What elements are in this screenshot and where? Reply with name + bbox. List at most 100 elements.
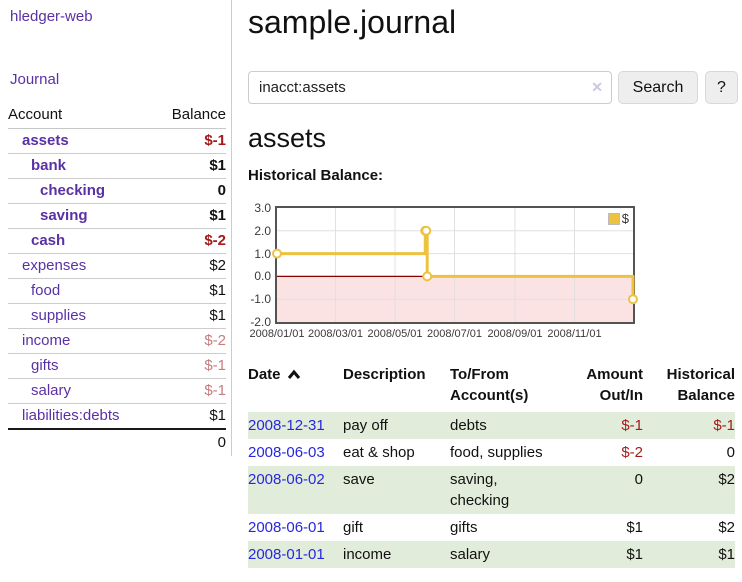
chart-title: Historical Balance: (248, 167, 384, 184)
register-cell-date: 2008-06-03 (248, 439, 343, 466)
x-axis-tick-label: 2008/11/01 (547, 328, 602, 340)
sidebar-account-link-salary[interactable]: salary (31, 382, 72, 399)
register-header-accounts: To/From Account(s) (450, 366, 529, 404)
register-header-date-label: Date (248, 366, 281, 383)
register-cell-accounts: debts (450, 417, 487, 434)
y-axis-tick-label: -2.0 (250, 315, 271, 329)
account-balance: $-1 (154, 378, 226, 404)
search-button[interactable]: Search (618, 71, 698, 104)
register-cell-description: save (343, 471, 375, 488)
transaction-date-link[interactable]: 2008-01-01 (248, 546, 325, 563)
account-balance: $-1 (204, 132, 226, 149)
register-cell-date: 2008-01-01 (248, 541, 343, 568)
register-cell-amount: $-2 (621, 444, 643, 461)
transaction-date-link[interactable]: 2008-06-03 (248, 444, 325, 461)
register-cell-amount: $1 (626, 546, 643, 563)
x-axis-tick-label: 2008/05/01 (367, 328, 423, 340)
sidebar-account-link-supplies[interactable]: supplies (31, 307, 87, 324)
legend-swatch (607, 212, 620, 225)
account-row: cash $-2 (8, 228, 226, 254)
register-cell-balance: $2 (718, 471, 735, 488)
register-row: 2008-06-03 eat & shop food, supplies $-2 0 (248, 439, 735, 466)
register-header-amount: Amount Out/In (586, 366, 643, 404)
sidebar-account-link-expenses[interactable]: expenses (22, 257, 87, 274)
account-row: gifts $-1 (8, 353, 226, 379)
register-cell-date: 2008-12-31 (248, 412, 343, 439)
account-row: liabilities:debts $1 (8, 403, 226, 429)
account-row: assets $-1 (8, 129, 226, 154)
x-axis-tick-label: 2008/03/01 (307, 328, 364, 340)
y-axis-tick-label: 1.0 (254, 246, 271, 261)
sidebar: hledger-web Journal Account Balance asse… (0, 0, 232, 456)
account-balance: $-1 (154, 353, 226, 379)
account-row: supplies $1 (8, 303, 226, 329)
accounts-total-value: 0 (154, 428, 226, 455)
register-cell-amount: $1 (626, 519, 643, 536)
account-balance: 0 (154, 178, 226, 204)
main-content: sample.journal ✕ Search ? assets Histori… (233, 0, 742, 582)
sidebar-account-link-assets[interactable]: assets (22, 132, 69, 149)
transaction-date-link[interactable]: 2008-06-01 (248, 519, 325, 536)
search-input[interactable] (248, 71, 612, 104)
x-axis-tick-label: 2008/09/01 (487, 328, 543, 340)
app-brand-link[interactable]: hledger-web (10, 8, 93, 25)
sidebar-account-link-income[interactable]: income (22, 332, 71, 349)
sidebar-account-link-food[interactable]: food (31, 282, 61, 299)
account-balance: $1 (154, 153, 226, 179)
data-point-marker (272, 248, 282, 259)
register-cell-description: gift (343, 519, 364, 536)
register-cell-date: 2008-06-01 (248, 514, 343, 541)
balance-chart: $3.0 2.0 1.0 0.0 -1.0 -2.0 2008/01/01 2008/03/0… (245, 200, 725, 345)
accounts-total-row: 0 (8, 428, 226, 455)
account-balance: $-2 (154, 328, 226, 354)
transaction-date-link[interactable]: 2008-12-31 (248, 417, 325, 434)
y-axis-tick-label: 3.0 (254, 201, 271, 215)
accounts-table: Account Balance assets $-1 bank $1 checking 0… (8, 103, 226, 455)
y-axis-tick-label: 2.0 (254, 223, 271, 238)
register-cell-date: 2008-06-02 (248, 466, 343, 514)
register-cell-description: income (343, 546, 392, 563)
account-row: food $1 (8, 278, 226, 304)
search-form: ✕ (248, 71, 612, 104)
register-cell-balance: $2 (718, 519, 735, 536)
accounts-header-account: Account (8, 103, 155, 129)
register-cell-balance: $1 (718, 546, 735, 563)
account-balance: $1 (154, 403, 226, 429)
clear-search-icon[interactable]: ✕ (591, 79, 603, 95)
sort-ascending-icon (287, 369, 300, 379)
data-point-marker (628, 294, 638, 305)
balance-chart-svg (272, 208, 638, 322)
sidebar-account-link-gifts[interactable]: gifts (31, 357, 59, 374)
register-cell-amount: 0 (634, 471, 643, 488)
register-row: 2008-01-01 income salary $1 $1 (248, 541, 735, 568)
sidebar-account-link-liabilities-debts[interactable]: liabilities:debts (22, 407, 120, 424)
chart-plot-area[interactable]: $ (272, 206, 638, 324)
y-axis-tick-label: 0.0 (254, 269, 271, 284)
account-row: saving $1 (8, 203, 226, 229)
register-header-description: Description (343, 366, 426, 383)
register-cell-balance: 0 (726, 444, 735, 461)
accounts-total-spacer (8, 428, 155, 455)
page-title: sample.journal (248, 4, 457, 40)
data-point-marker (421, 225, 432, 236)
sidebar-item-journal[interactable]: Journal (10, 71, 60, 88)
register-cell-accounts: food, supplies (450, 444, 543, 461)
register-cell-accounts: saving, checking (450, 471, 510, 509)
account-row: salary $-1 (8, 378, 226, 404)
sidebar-account-link-saving[interactable]: saving (40, 207, 88, 224)
register-cell-balance: $-1 (713, 417, 735, 434)
data-point-marker (422, 271, 433, 282)
register-row: 2008-06-01 gift gifts $1 $2 (248, 514, 735, 541)
help-button[interactable]: ? (705, 71, 738, 104)
register-row: 2008-12-31 pay off debts $-1 $-1 (248, 412, 735, 439)
sidebar-account-link-cash[interactable]: cash (31, 232, 66, 249)
account-balance: $1 (154, 303, 226, 329)
sidebar-account-link-bank[interactable]: bank (31, 157, 67, 174)
legend-label: $ (621, 211, 629, 226)
transaction-date-link[interactable]: 2008-06-02 (248, 471, 325, 488)
sidebar-account-link-checking[interactable]: checking (40, 182, 106, 199)
register-header-date[interactable]: Date (248, 362, 343, 412)
account-balance: $1 (154, 278, 226, 304)
account-row: income $-2 (8, 328, 226, 354)
register-table: Date Description To/From Account(s) Amou… (248, 362, 735, 568)
